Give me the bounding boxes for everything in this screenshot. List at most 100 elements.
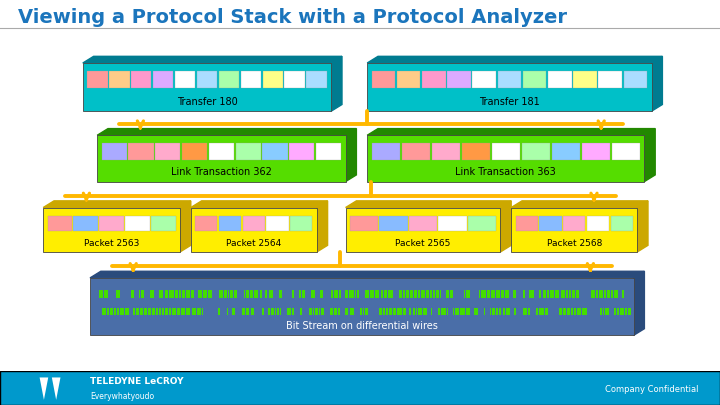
FancyBboxPatch shape [501, 290, 504, 298]
FancyBboxPatch shape [423, 307, 427, 315]
FancyBboxPatch shape [246, 290, 249, 298]
FancyBboxPatch shape [447, 71, 471, 89]
FancyBboxPatch shape [275, 307, 276, 315]
Text: Viewing a Protocol Stack with a Protocol Analyzer: Viewing a Protocol Stack with a Protocol… [18, 8, 567, 27]
FancyBboxPatch shape [449, 290, 452, 298]
FancyBboxPatch shape [202, 307, 203, 315]
FancyBboxPatch shape [263, 71, 283, 89]
FancyBboxPatch shape [141, 290, 144, 298]
FancyBboxPatch shape [431, 143, 460, 160]
FancyBboxPatch shape [460, 307, 464, 315]
FancyBboxPatch shape [611, 290, 613, 298]
FancyBboxPatch shape [577, 307, 581, 315]
FancyBboxPatch shape [140, 307, 143, 315]
FancyBboxPatch shape [209, 290, 212, 298]
FancyBboxPatch shape [232, 307, 235, 315]
FancyBboxPatch shape [148, 307, 151, 315]
FancyBboxPatch shape [399, 290, 402, 298]
FancyBboxPatch shape [125, 216, 150, 231]
FancyBboxPatch shape [159, 290, 163, 298]
FancyBboxPatch shape [144, 307, 147, 315]
FancyBboxPatch shape [209, 143, 234, 160]
FancyBboxPatch shape [169, 290, 174, 298]
FancyBboxPatch shape [503, 307, 505, 315]
FancyBboxPatch shape [620, 307, 624, 315]
FancyBboxPatch shape [384, 290, 387, 298]
FancyBboxPatch shape [539, 290, 541, 298]
FancyBboxPatch shape [505, 290, 509, 298]
FancyBboxPatch shape [246, 307, 250, 315]
FancyBboxPatch shape [410, 290, 413, 298]
FancyBboxPatch shape [536, 307, 538, 315]
Text: Packet 2565: Packet 2565 [395, 239, 451, 248]
FancyBboxPatch shape [159, 307, 161, 315]
FancyBboxPatch shape [381, 290, 383, 298]
FancyBboxPatch shape [560, 290, 564, 298]
FancyBboxPatch shape [375, 290, 379, 298]
Polygon shape [637, 201, 648, 252]
Text: Packet 2563: Packet 2563 [84, 239, 139, 248]
FancyBboxPatch shape [573, 71, 597, 89]
FancyBboxPatch shape [163, 307, 164, 315]
FancyBboxPatch shape [116, 290, 120, 298]
FancyBboxPatch shape [311, 290, 315, 298]
FancyBboxPatch shape [230, 290, 233, 298]
FancyBboxPatch shape [513, 290, 516, 298]
FancyBboxPatch shape [544, 307, 548, 315]
FancyBboxPatch shape [484, 307, 485, 315]
Polygon shape [644, 129, 655, 181]
FancyBboxPatch shape [269, 307, 271, 315]
FancyBboxPatch shape [466, 290, 469, 298]
FancyBboxPatch shape [271, 307, 274, 315]
FancyBboxPatch shape [165, 290, 168, 298]
FancyBboxPatch shape [73, 216, 98, 231]
FancyBboxPatch shape [269, 290, 273, 298]
FancyBboxPatch shape [117, 307, 120, 315]
FancyBboxPatch shape [625, 307, 627, 315]
FancyBboxPatch shape [438, 216, 467, 231]
FancyBboxPatch shape [254, 290, 258, 298]
FancyBboxPatch shape [242, 307, 245, 315]
Polygon shape [634, 271, 644, 335]
FancyBboxPatch shape [523, 290, 525, 298]
FancyBboxPatch shape [403, 290, 405, 298]
FancyBboxPatch shape [555, 290, 559, 298]
FancyBboxPatch shape [431, 307, 432, 315]
FancyBboxPatch shape [402, 307, 405, 315]
FancyBboxPatch shape [43, 207, 180, 252]
FancyBboxPatch shape [466, 307, 470, 315]
Polygon shape [83, 56, 342, 63]
FancyBboxPatch shape [355, 290, 356, 298]
FancyBboxPatch shape [433, 290, 435, 298]
FancyBboxPatch shape [251, 307, 254, 315]
FancyBboxPatch shape [491, 290, 495, 298]
FancyBboxPatch shape [338, 307, 340, 315]
FancyBboxPatch shape [152, 307, 155, 315]
FancyBboxPatch shape [513, 307, 516, 315]
FancyBboxPatch shape [280, 307, 282, 315]
Polygon shape [331, 56, 342, 111]
FancyBboxPatch shape [455, 307, 459, 315]
FancyBboxPatch shape [244, 290, 246, 298]
FancyBboxPatch shape [498, 71, 521, 89]
FancyBboxPatch shape [528, 307, 529, 315]
FancyBboxPatch shape [569, 290, 570, 298]
FancyBboxPatch shape [552, 143, 580, 160]
FancyBboxPatch shape [547, 290, 549, 298]
FancyBboxPatch shape [120, 307, 124, 315]
FancyBboxPatch shape [389, 290, 393, 298]
FancyBboxPatch shape [345, 307, 348, 315]
FancyBboxPatch shape [379, 216, 408, 231]
FancyBboxPatch shape [289, 143, 315, 160]
FancyBboxPatch shape [490, 307, 491, 315]
FancyBboxPatch shape [481, 290, 485, 298]
FancyBboxPatch shape [315, 307, 318, 315]
FancyBboxPatch shape [574, 307, 576, 315]
FancyBboxPatch shape [302, 290, 305, 298]
Polygon shape [367, 129, 655, 135]
FancyBboxPatch shape [99, 290, 103, 298]
FancyBboxPatch shape [169, 307, 171, 315]
Text: Transfer 181: Transfer 181 [479, 97, 540, 107]
FancyBboxPatch shape [290, 216, 312, 231]
FancyBboxPatch shape [181, 307, 185, 315]
